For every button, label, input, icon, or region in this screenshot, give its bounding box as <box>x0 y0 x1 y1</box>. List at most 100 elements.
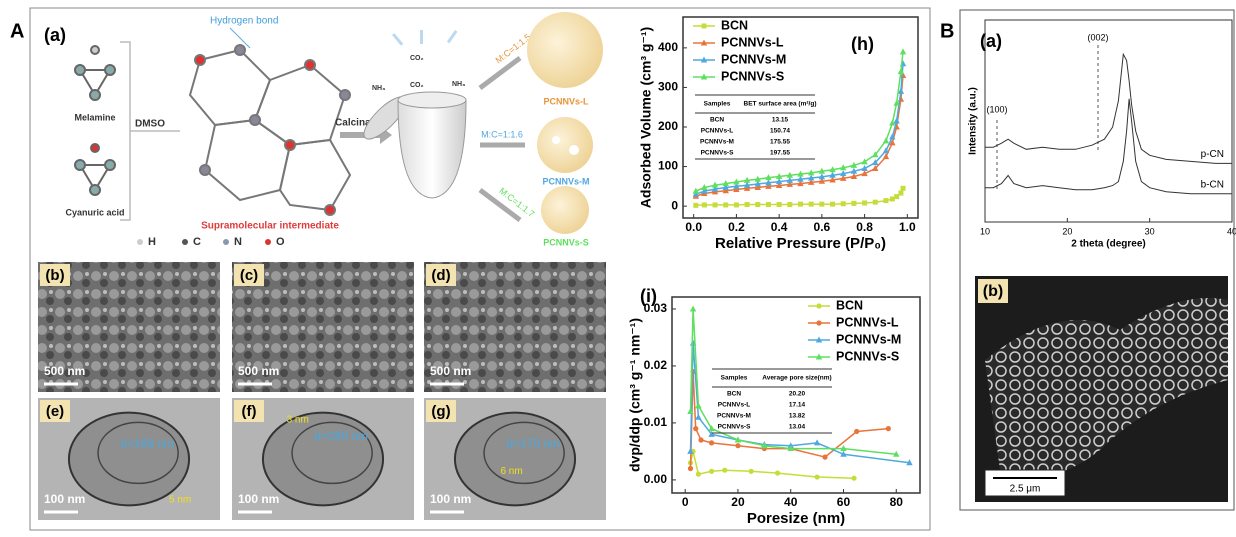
scale-label: 500 nm <box>430 364 471 378</box>
legend-label: PCNNVs-L <box>836 315 899 329</box>
x-tick-label: 80 <box>890 495 904 509</box>
y-axis-label: Adsorbed Volume (cm³ g⁻¹) <box>638 27 654 208</box>
gas-label: CO₂ <box>410 82 424 89</box>
marker <box>816 320 822 326</box>
marker <box>735 443 741 449</box>
marker <box>743 181 751 188</box>
marker <box>743 184 751 191</box>
rays <box>391 30 458 46</box>
marker <box>734 436 742 443</box>
marker <box>815 353 823 360</box>
label: Hydrogen bond <box>210 16 278 27</box>
y-tick-label: 0.02 <box>644 358 668 372</box>
marker <box>898 190 904 196</box>
nanosheet <box>291 421 373 485</box>
marker <box>894 194 900 200</box>
bracket <box>120 41 180 221</box>
marker <box>765 182 772 189</box>
scale-label: 100 nm <box>430 492 471 506</box>
marker <box>889 133 896 140</box>
scale-label: 500 nm <box>238 364 279 378</box>
marker <box>722 184 729 191</box>
marker <box>695 413 702 420</box>
marker <box>743 176 751 183</box>
marker <box>786 180 794 187</box>
panel-label: (e) <box>46 403 64 420</box>
marker <box>797 180 804 187</box>
table-cell: PCNNVs-S <box>701 150 735 157</box>
marker <box>700 39 708 46</box>
marker <box>893 117 900 124</box>
panel-label: (b) <box>983 283 1003 300</box>
product: PCNNVs-L <box>543 96 589 106</box>
series-label: b-CN <box>1201 179 1224 190</box>
series-line <box>689 451 855 479</box>
table-cell: BCN <box>727 391 741 398</box>
marker <box>906 459 913 466</box>
marker <box>687 447 694 454</box>
marker <box>840 201 846 207</box>
marker <box>776 202 782 208</box>
legend-label: PCNNVs-L <box>721 35 784 49</box>
peak-label: (100) <box>986 104 1007 114</box>
x-tick-label: 0.2 <box>728 220 745 234</box>
marker <box>900 185 906 191</box>
marker <box>700 73 708 80</box>
thickness-label: 3 nm <box>287 415 309 426</box>
panel-label: (a) <box>44 25 66 45</box>
crucible-rim <box>397 91 467 109</box>
label-box <box>234 264 264 286</box>
marker <box>748 468 754 474</box>
particle <box>541 186 589 234</box>
table-cell: 150.74 <box>770 128 790 135</box>
x-tick-label: 0.8 <box>856 220 873 234</box>
marker <box>893 450 900 457</box>
atom: N <box>234 236 242 248</box>
y-tick-label: 0.00 <box>644 472 668 486</box>
marker <box>797 170 804 177</box>
marker <box>687 465 694 472</box>
marker <box>854 428 860 435</box>
panel-label: (a) <box>980 31 1002 51</box>
marker <box>819 201 825 207</box>
marker <box>808 201 814 207</box>
y-tick-label: 100 <box>658 159 678 173</box>
ratio: M:C=1:1.7 <box>497 186 536 220</box>
y-axis-label: dvp/ddp (cm³ g⁻¹ nm⁻¹) <box>627 318 643 472</box>
plot-frame <box>682 16 919 219</box>
panel-label: (f) <box>242 403 257 420</box>
intermediate-icon <box>188 44 352 216</box>
table-cell: 13.04 <box>789 424 806 431</box>
marker <box>885 426 891 432</box>
marker <box>775 178 783 185</box>
marker <box>807 178 815 185</box>
marker <box>765 179 772 186</box>
marker <box>787 445 794 452</box>
marker <box>861 165 868 172</box>
atom: C <box>193 236 201 248</box>
marker <box>822 454 828 460</box>
scale-box <box>984 469 1066 497</box>
series-line <box>689 371 889 469</box>
y-tick-label: 0.01 <box>644 415 668 429</box>
x-tick-label: 0.6 <box>814 220 831 234</box>
label: Supramolecular intermediate <box>201 221 339 232</box>
marker <box>850 161 858 168</box>
x-tick-label: 40 <box>1227 226 1236 236</box>
x-tick-label: 30 <box>1145 226 1155 236</box>
marker <box>889 139 896 146</box>
marker <box>899 60 907 67</box>
nanosheet <box>453 411 577 507</box>
label-box <box>234 400 264 422</box>
panel-label: A <box>10 20 24 42</box>
thickness-label: 6 nm <box>500 466 522 477</box>
marker <box>744 202 750 208</box>
marker <box>840 450 847 457</box>
x-tick-label: 20 <box>731 495 745 509</box>
marker <box>761 442 768 449</box>
marker <box>899 48 907 55</box>
marker <box>816 303 822 309</box>
label: DMSO <box>135 119 165 130</box>
y-tick-label: 300 <box>658 80 678 94</box>
